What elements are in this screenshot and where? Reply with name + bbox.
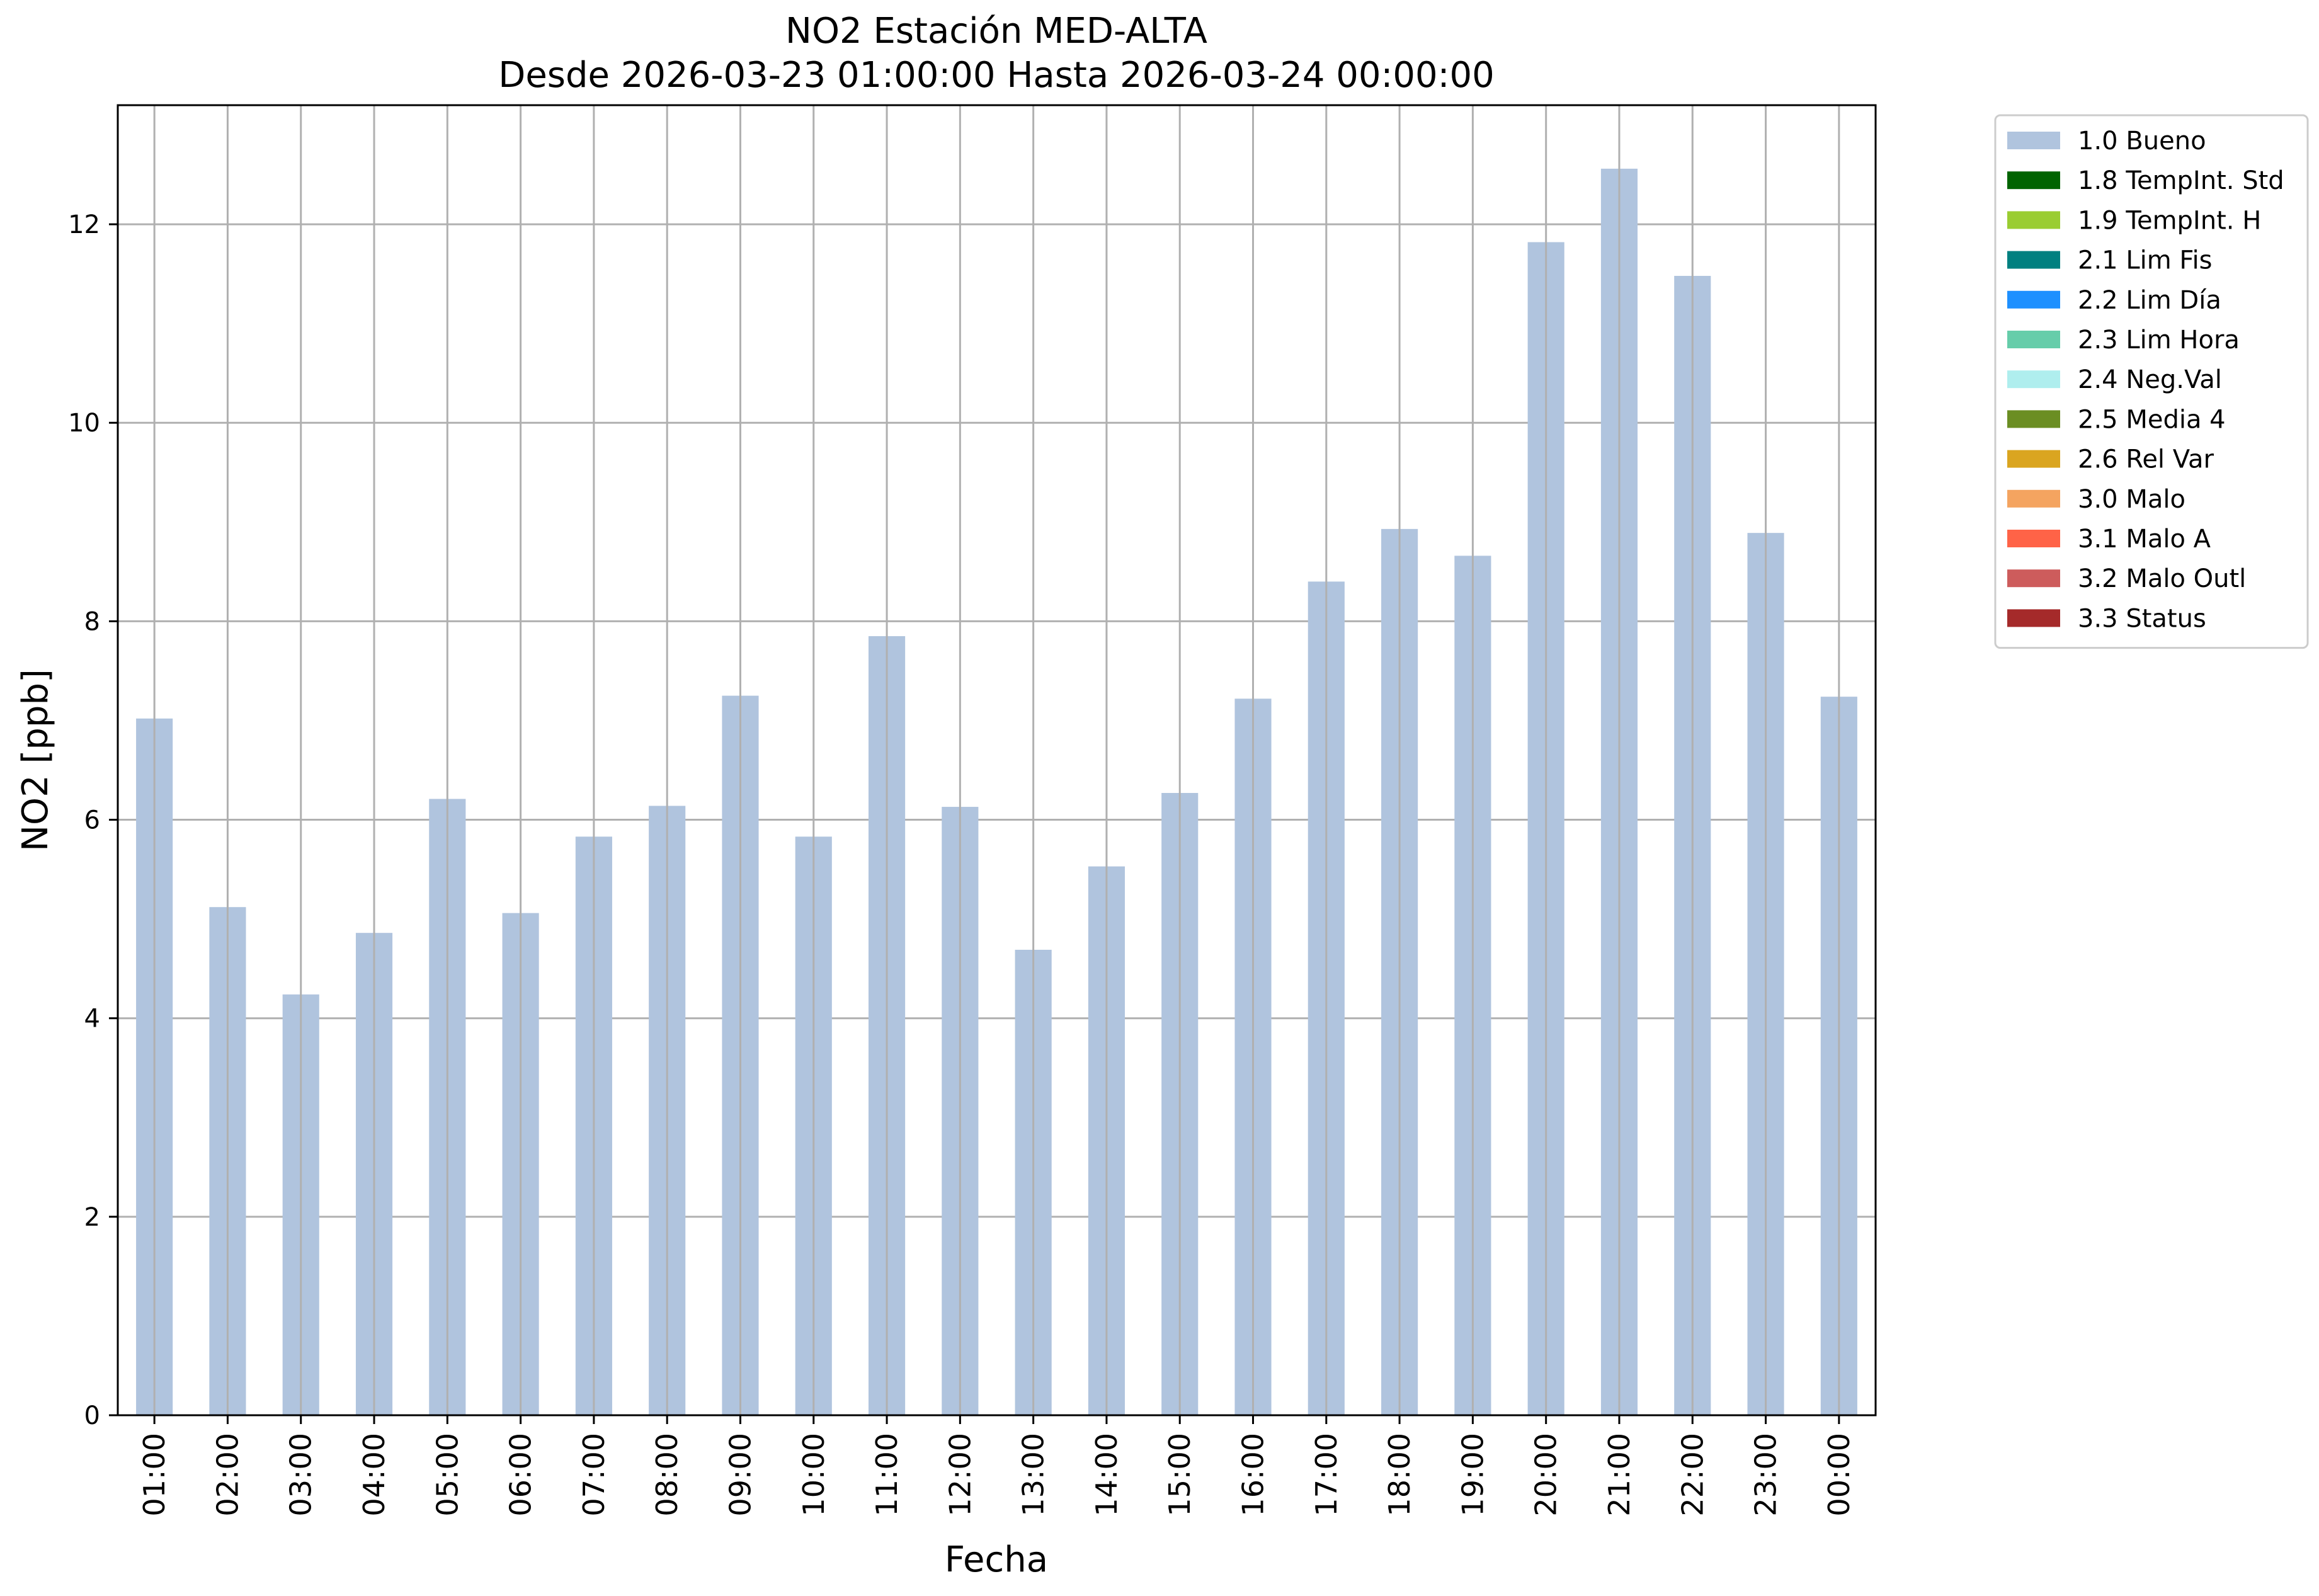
legend-label: 3.0 Malo — [2078, 485, 2185, 514]
legend-swatch — [2007, 410, 2060, 428]
legend-label: 3.3 Status — [2078, 604, 2206, 633]
chart-title: NO2 Estación MED-ALTA — [785, 11, 1207, 52]
legend-box — [1994, 114, 2309, 649]
legend-label: 2.4 Neg.Val — [2078, 365, 2222, 394]
legend-swatch — [2007, 370, 2060, 389]
legend-label: 3.2 Malo Outl — [2078, 564, 2246, 593]
legend-label: 2.2 Lim Día — [2078, 286, 2221, 315]
x-tick-label: 08:00 — [650, 1433, 684, 1517]
legend-swatch — [2007, 331, 2060, 348]
legend-swatch — [2007, 609, 2060, 627]
x-tick-label: 10:00 — [797, 1433, 831, 1517]
legend-swatch — [2007, 450, 2060, 468]
x-axis-label: Fecha — [945, 1539, 1048, 1580]
x-tick-label: 04:00 — [357, 1433, 391, 1517]
legend-label: 3.1 Malo A — [2078, 525, 2211, 554]
legend-label: 2.6 Rel Var — [2078, 445, 2214, 474]
x-tick-label: 18:00 — [1382, 1433, 1416, 1517]
x-tick-label: 07:00 — [577, 1433, 611, 1517]
legend-label: 2.5 Media 4 — [2078, 405, 2226, 434]
x-tick-label: 12:00 — [943, 1433, 977, 1517]
plot-frame — [117, 104, 1877, 1416]
legend-label: 2.3 Lim Hora — [2078, 326, 2240, 355]
chart-subtitle: Desde 2026-03-23 01:00:00 Hasta 2026-03-… — [498, 55, 1495, 96]
y-tick-label: 12 — [68, 210, 100, 239]
legend-label: 2.1 Lim Fis — [2078, 246, 2212, 275]
bars — [136, 105, 1857, 1416]
grid-lines — [118, 223, 1876, 1416]
x-tick-label: 02:00 — [210, 1433, 244, 1517]
legend-label: 1.9 TempInt. H — [2078, 206, 2261, 235]
y-tick-label: 4 — [84, 1005, 100, 1034]
x-tick-label: 19:00 — [1456, 1433, 1490, 1517]
x-tick-label: 09:00 — [723, 1433, 757, 1517]
x-tick-label: 06:00 — [504, 1433, 538, 1517]
x-tick-label: 23:00 — [1749, 1433, 1783, 1517]
x-tick-label: 01:00 — [137, 1433, 171, 1517]
y-axis: 0 2 4 6 8 10 12 — [68, 210, 118, 1430]
legend: 1.0 Bueno 1.8 TempInt. Std 1.9 TempInt. H 2… — [1994, 114, 2309, 649]
legend-swatch — [2007, 290, 2060, 309]
x-tick-label: 11:00 — [870, 1433, 904, 1517]
x-tick-label: 16:00 — [1236, 1433, 1270, 1517]
x-tick-label: 20:00 — [1529, 1433, 1563, 1517]
y-tick-label: 0 — [84, 1401, 100, 1430]
legend-swatch — [2007, 489, 2060, 508]
y-tick-label: 10 — [68, 409, 100, 438]
x-tick-label: 14:00 — [1090, 1433, 1124, 1517]
x-tick-label: 17:00 — [1309, 1433, 1343, 1517]
x-tick-label: 13:00 — [1017, 1433, 1051, 1517]
x-axis: 01:00 02:00 03:00 04:00 05:00 06:00 07:00 08:00… — [137, 1415, 1856, 1517]
y-tick-label: 2 — [84, 1203, 100, 1232]
legend-swatch — [2007, 569, 2060, 588]
x-tick-label: 21:00 — [1602, 1433, 1636, 1517]
legend-swatch — [2007, 530, 2060, 547]
x-tick-label: 00:00 — [1822, 1433, 1856, 1517]
x-tick-label: 05:00 — [430, 1433, 464, 1517]
x-tick-label: 15:00 — [1163, 1433, 1197, 1517]
x-tick-label: 22:00 — [1675, 1433, 1709, 1517]
legend-swatch — [2007, 251, 2060, 269]
y-tick-label: 8 — [84, 607, 100, 636]
y-axis-label: NO2 [ppb] — [15, 669, 56, 852]
legend-label: 1.8 TempInt. Std — [2078, 166, 2284, 195]
legend-swatch — [2007, 171, 2060, 190]
x-tick-label: 03:00 — [284, 1433, 318, 1517]
legend-label: 1.0 Bueno — [2078, 127, 2206, 156]
legend-swatch — [2007, 211, 2060, 229]
legend-swatch — [2007, 132, 2060, 149]
y-tick-label: 6 — [84, 806, 100, 835]
